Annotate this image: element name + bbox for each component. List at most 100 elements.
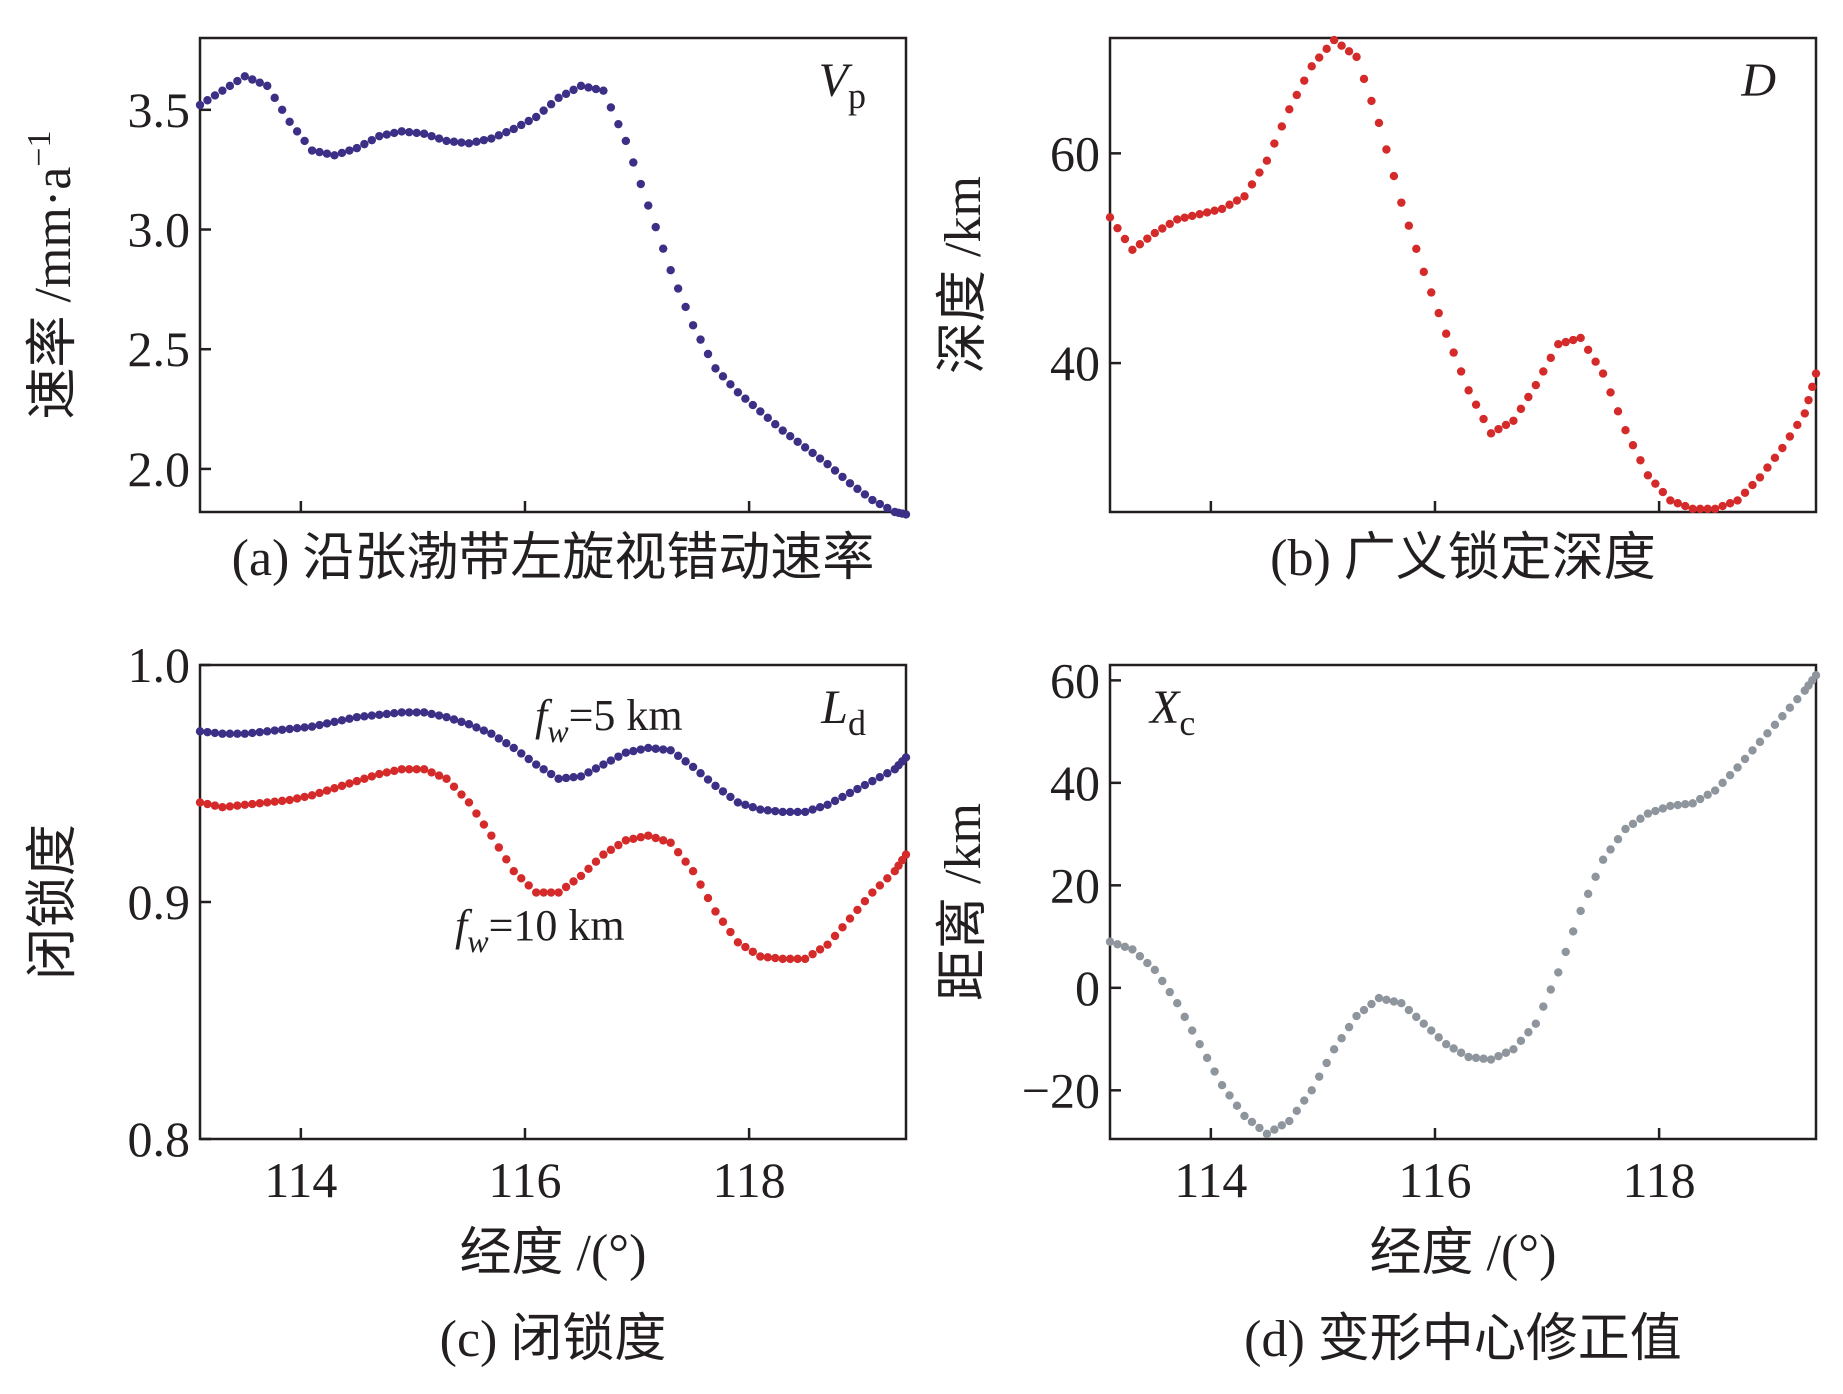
data-point <box>800 807 810 817</box>
data-point <box>853 784 862 794</box>
x-axis-label: 经度 /(°) <box>1370 1225 1557 1282</box>
data-point <box>786 807 795 817</box>
data-point <box>1583 345 1593 355</box>
data-point <box>599 86 608 95</box>
data-point <box>1412 1012 1421 1022</box>
data-point <box>240 800 250 810</box>
data-point <box>233 729 242 738</box>
data-point <box>270 797 279 806</box>
data-point <box>502 855 511 864</box>
data-point <box>748 947 758 956</box>
panel-b: 40 60 深度 /km (b) 广义锁定深度 D <box>935 35 1821 587</box>
data-point <box>838 472 847 482</box>
data-point <box>591 764 601 773</box>
data-point <box>584 768 593 777</box>
series-c-0 <box>195 708 911 817</box>
plot-frame-b <box>1108 36 1818 514</box>
panel-d: 114 116 118 −20 0 20 40 60 距离 /km 经度 /(°) (d) 变形中心… <box>935 652 1821 1368</box>
data-point <box>517 874 526 883</box>
data-point <box>300 136 309 146</box>
data-point <box>218 86 227 95</box>
data-point <box>1740 488 1750 497</box>
data-point <box>644 831 653 840</box>
data-point <box>248 728 257 738</box>
data-point <box>1681 800 1690 809</box>
data-point <box>860 897 870 906</box>
data-point <box>1113 223 1122 233</box>
y-tick-label: 1.0 <box>128 637 191 693</box>
data-point <box>1808 382 1817 392</box>
data-point <box>1703 504 1712 514</box>
data-point <box>218 729 227 738</box>
data-point <box>1105 213 1115 222</box>
data-point <box>487 134 496 143</box>
data-point <box>352 143 362 153</box>
data-point <box>763 413 772 423</box>
data-point <box>860 780 870 790</box>
data-point <box>248 75 257 84</box>
data-point <box>1270 1125 1279 1134</box>
data-point <box>1606 388 1615 397</box>
series-d-0 <box>1105 671 1821 1139</box>
data-point <box>778 807 787 817</box>
data-point <box>1314 53 1324 62</box>
data-point <box>195 100 205 110</box>
data-point <box>1225 1091 1234 1100</box>
data-point <box>1494 424 1503 434</box>
data-point <box>1725 770 1735 780</box>
data-point <box>546 888 556 897</box>
data-point <box>307 146 317 155</box>
data-point <box>233 801 242 810</box>
data-point <box>1471 400 1481 409</box>
data-point <box>524 754 533 764</box>
data-point <box>1785 432 1795 441</box>
data-point <box>270 93 279 103</box>
data-point <box>1150 228 1160 238</box>
data-point <box>1471 1053 1481 1063</box>
data-point <box>390 128 399 138</box>
data-point <box>1621 824 1630 834</box>
data-point <box>1568 335 1578 345</box>
plot-frame-d <box>1108 663 1818 1141</box>
y-axis-label: 距离 /km <box>935 803 992 1001</box>
data-point <box>1165 987 1174 997</box>
data-point <box>853 484 862 494</box>
data-point <box>651 744 660 753</box>
data-point <box>1404 1005 1414 1015</box>
data-point <box>345 146 354 155</box>
data-point <box>733 798 743 807</box>
data-point <box>901 510 911 519</box>
data-point <box>1748 480 1757 490</box>
data-point <box>1143 958 1152 968</box>
data-point <box>636 179 645 189</box>
data-point <box>1606 845 1615 854</box>
data-point <box>1277 1121 1287 1130</box>
data-point <box>1464 386 1473 395</box>
data-point <box>1143 234 1152 243</box>
data-point <box>1382 145 1391 154</box>
data-point <box>875 881 885 890</box>
data-point <box>1524 1028 1533 1037</box>
data-point <box>352 776 362 786</box>
data-point <box>307 722 317 731</box>
data-point <box>434 134 444 143</box>
data-point <box>771 806 780 816</box>
data-point <box>901 753 911 762</box>
data-point <box>1255 168 1264 177</box>
data-point <box>815 803 825 812</box>
data-point <box>307 791 317 800</box>
data-point <box>815 945 825 954</box>
data-point <box>696 769 705 778</box>
data-point <box>1778 443 1787 453</box>
data-point <box>1322 1058 1331 1068</box>
data-point <box>517 749 526 758</box>
data-point <box>233 76 242 86</box>
data-point <box>255 78 264 87</box>
data-point <box>569 85 578 95</box>
data-point <box>479 135 489 145</box>
data-point <box>1673 499 1682 508</box>
panel-caption: (b) 广义锁定深度 <box>1270 530 1656 587</box>
data-point <box>517 120 526 130</box>
data-point <box>531 112 541 122</box>
data-point <box>255 727 264 737</box>
